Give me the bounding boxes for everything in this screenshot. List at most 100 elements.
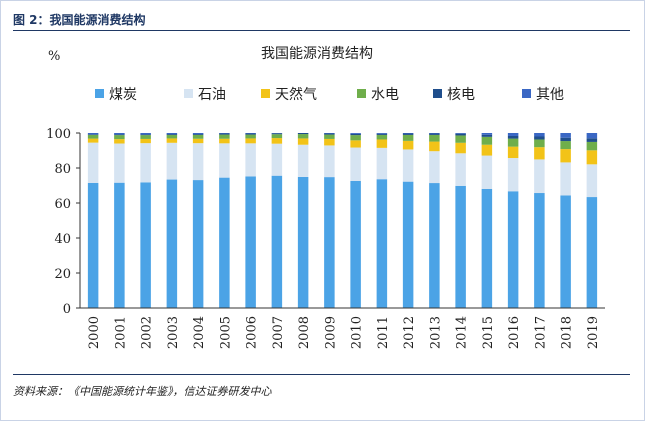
bar-segment-5	[297, 133, 309, 135]
bar-stack-2017	[534, 133, 545, 308]
bar-segment-4	[429, 134, 440, 142]
bar-segment-1	[87, 182, 99, 308]
bar-segment-5	[560, 137, 571, 142]
bar-stack-2002	[140, 133, 151, 308]
y-axis-unit: %	[48, 49, 60, 64]
bar-segment-2	[560, 162, 571, 196]
bar-segment-5	[376, 133, 388, 135]
bar-stack-2019	[586, 133, 598, 308]
bar-segment-4	[481, 136, 493, 145]
bar-segment-5	[350, 133, 361, 136]
bar-segment-1	[245, 176, 256, 308]
bar-segment-4	[350, 135, 361, 141]
bar-segment-5	[87, 134, 99, 135]
bar-stack-2006	[245, 133, 256, 308]
bar-stack-2003	[166, 133, 178, 308]
figure-label: 图 2：我国能源消费结构	[13, 13, 146, 27]
bar-segment-6	[140, 133, 151, 135]
bar-segment-5	[481, 134, 493, 137]
bar-segment-2	[166, 142, 178, 180]
bar-segment-1	[219, 177, 230, 308]
bar-segment-5	[429, 133, 440, 135]
y-tick-label: 40	[54, 232, 71, 247]
bar-segment-6	[219, 133, 230, 134]
legend-label-4: 水电	[371, 87, 399, 103]
bar-stack-2000	[87, 133, 99, 308]
bar-stack-2005	[219, 133, 230, 308]
bar-segment-2	[402, 149, 414, 182]
bar-segment-1	[376, 179, 388, 308]
bar-segment-4	[376, 134, 388, 140]
bar-segment-5	[114, 134, 125, 136]
bar-segment-1	[455, 185, 466, 308]
x-axis: 2000 2001 2002 2003 2004 2005 2006 2007 2008 2009…	[80, 307, 605, 349]
bar-segment-4	[245, 134, 256, 139]
bar-segment-3	[586, 150, 598, 165]
bar-segment-2	[219, 143, 230, 178]
bar-segment-2	[429, 151, 440, 184]
bar-segment-6	[87, 133, 99, 135]
bar-segment-6	[402, 133, 414, 134]
x-tick-label: 2007	[271, 316, 286, 349]
bar-segment-1	[297, 176, 309, 308]
bar-segment-2	[507, 158, 519, 192]
bar-segment-4	[455, 135, 466, 143]
bar-segment-2	[192, 143, 204, 181]
bar-segment-6	[192, 133, 204, 135]
bar-segment-2	[586, 164, 598, 198]
y-tick-label: 0	[63, 302, 71, 317]
legend-label-5: 核电	[447, 87, 475, 103]
legend-swatch-2	[184, 89, 193, 98]
bar-segment-2	[455, 153, 466, 186]
bar-segment-6	[166, 133, 178, 135]
bar-segment-5	[140, 134, 151, 136]
bar-segment-5	[166, 134, 178, 135]
bar-segment-4	[297, 134, 309, 139]
bar-segment-6	[114, 133, 125, 135]
chart-title: 我国能源消费结构	[261, 46, 373, 62]
bar-segment-1	[192, 180, 204, 308]
x-tick-label: 2002	[140, 316, 155, 349]
bar-segment-3	[455, 142, 466, 154]
x-tick-label: 2012	[402, 316, 417, 349]
bar-segment-3	[481, 144, 493, 156]
legend-swatch-4	[357, 89, 366, 98]
top-rule	[13, 30, 630, 31]
bar-segment-2	[534, 159, 545, 194]
bar-segment-6	[455, 133, 466, 134]
legend-label-6: 其他	[536, 87, 564, 103]
bar-stack-2007	[271, 133, 283, 308]
bar-segment-3	[376, 139, 388, 148]
bar-stack-2012	[402, 133, 414, 308]
bars-group	[87, 133, 598, 308]
bar-stack-2014	[455, 133, 466, 308]
bar-stack-2010	[350, 133, 361, 308]
bar-segment-6	[586, 133, 598, 139]
bar-segment-5	[192, 134, 204, 135]
bar-segment-4	[560, 141, 571, 150]
x-tick-label: 2014	[455, 316, 470, 349]
bar-segment-5	[219, 133, 230, 135]
bar-stack-2011	[376, 133, 388, 308]
bar-segment-3	[87, 138, 99, 143]
bar-segment-3	[297, 138, 309, 145]
bar-segment-4	[586, 141, 598, 151]
x-tick-label: 2017	[533, 316, 548, 349]
bar-segment-3	[324, 138, 335, 146]
bar-segment-1	[271, 175, 283, 308]
bar-segment-1	[507, 191, 519, 308]
bar-segment-2	[481, 155, 493, 189]
legend-label-3: 天然气	[275, 86, 317, 103]
bar-segment-2	[114, 143, 125, 183]
bar-stack-2018	[560, 133, 571, 308]
legend-swatch-6	[522, 89, 531, 98]
bar-segment-4	[140, 135, 151, 139]
bar-segment-3	[219, 138, 230, 144]
x-tick-label: 2003	[166, 316, 181, 349]
bar-segment-6	[324, 133, 335, 134]
bar-segment-6	[429, 133, 440, 134]
x-tick-label: 2018	[560, 316, 575, 349]
bar-segment-3	[507, 146, 519, 159]
legend-label-2: 石油	[198, 87, 226, 103]
bar-segment-5	[271, 133, 283, 135]
